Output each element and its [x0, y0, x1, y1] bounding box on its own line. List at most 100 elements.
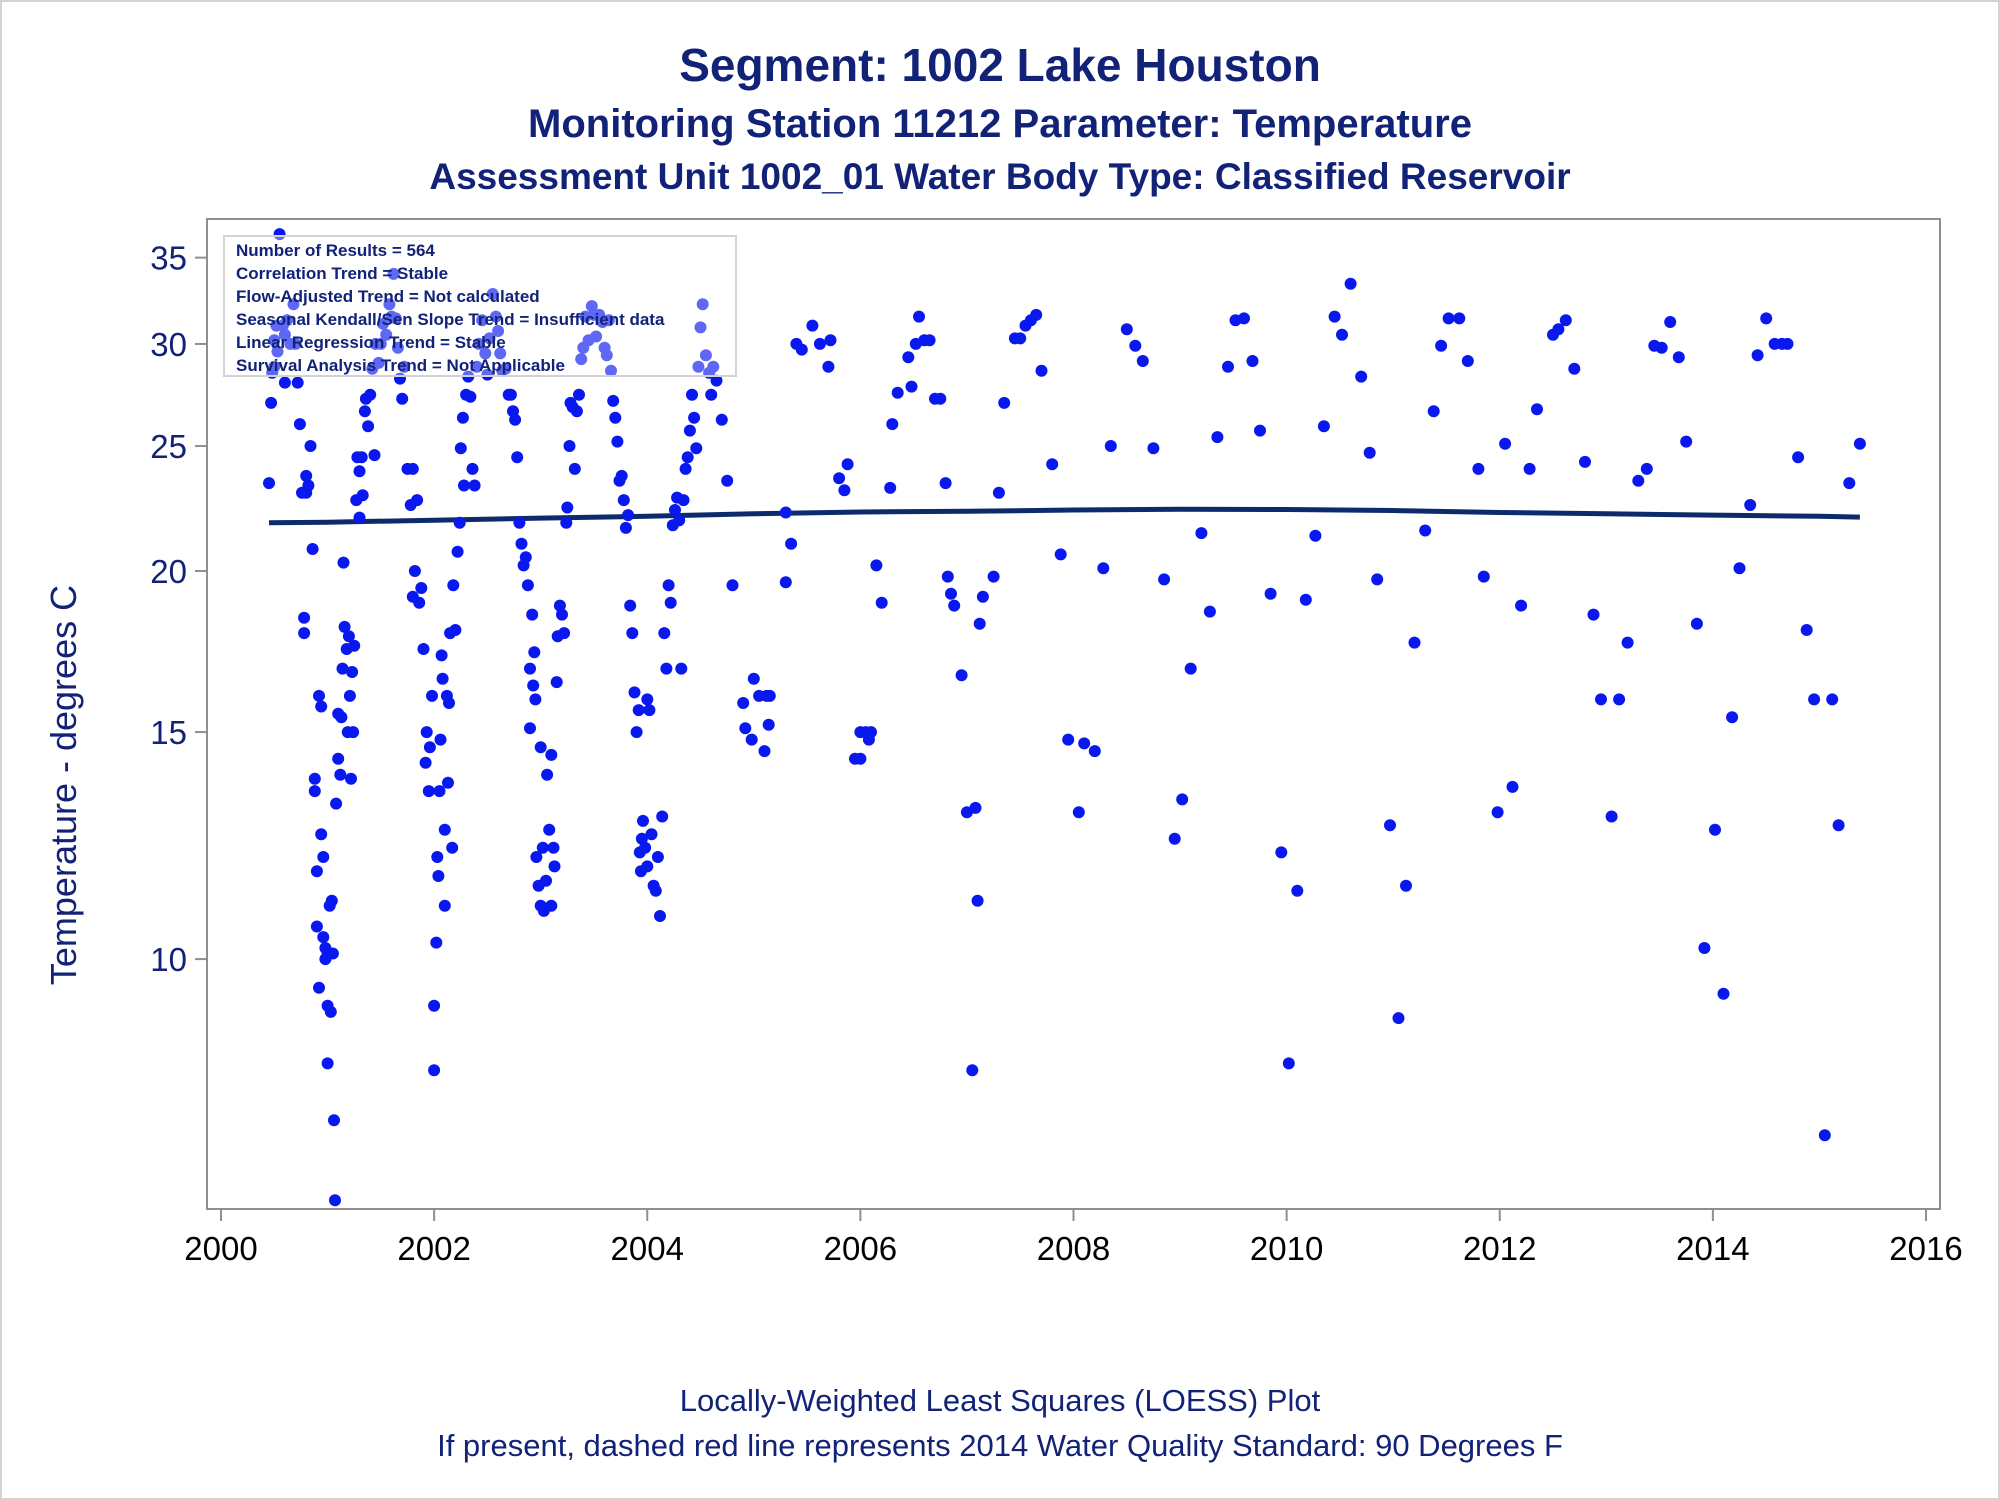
- data-point: [715, 413, 728, 426]
- data-point: [524, 722, 536, 735]
- data-point: [534, 741, 547, 754]
- data-point: [345, 772, 357, 785]
- data-point: [540, 874, 552, 887]
- data-point: [372, 356, 385, 369]
- data-point: [530, 851, 543, 863]
- data-point: [1632, 474, 1645, 487]
- data-point: [747, 672, 760, 685]
- data-point: [332, 752, 345, 765]
- data-point: [1664, 316, 1677, 328]
- data-point: [315, 700, 328, 713]
- data-point: [293, 418, 306, 431]
- data-point: [681, 451, 694, 464]
- data-point: [1336, 328, 1348, 341]
- data-point: [1826, 693, 1839, 706]
- data-point: [334, 768, 347, 781]
- x-tick-label: 2004: [611, 1230, 684, 1267]
- data-point: [1317, 420, 1330, 433]
- data-point: [1832, 819, 1845, 832]
- data-point: [468, 479, 481, 492]
- scatter-points: [263, 228, 1866, 1207]
- data-point: [1640, 462, 1653, 475]
- data-point: [1078, 737, 1091, 750]
- data-point: [1211, 431, 1224, 444]
- data-point: [337, 556, 350, 569]
- data-point: [271, 345, 284, 358]
- data-point: [278, 376, 291, 389]
- data-point: [637, 814, 649, 827]
- data-point: [683, 424, 696, 437]
- data-point: [923, 334, 936, 347]
- chart-subtitle-station: Monitoring Station 11212 Parameter: Temp…: [528, 102, 1472, 146]
- data-point: [875, 596, 888, 609]
- data-point: [431, 851, 444, 863]
- data-point: [1680, 435, 1693, 448]
- data-point: [1605, 810, 1618, 823]
- data-point: [1246, 355, 1259, 367]
- data-point: [1531, 403, 1543, 416]
- data-point: [398, 360, 411, 373]
- data-point: [998, 396, 1011, 409]
- data-point: [1275, 846, 1288, 859]
- data-point: [726, 579, 739, 592]
- data-point: [1264, 587, 1277, 600]
- data-point: [635, 832, 648, 845]
- data-point: [971, 894, 984, 907]
- data-point: [1291, 884, 1304, 897]
- data-point: [526, 608, 539, 621]
- data-point: [905, 380, 918, 393]
- data-point: [865, 726, 877, 739]
- data-point: [433, 785, 446, 798]
- data-point: [607, 394, 620, 407]
- x-tick-label: 2010: [1250, 1230, 1323, 1267]
- data-point: [1129, 339, 1142, 352]
- data-point: [304, 440, 317, 452]
- data-point: [660, 662, 673, 675]
- data-point: [1491, 806, 1504, 819]
- data-point: [1072, 806, 1085, 819]
- data-point: [456, 411, 469, 424]
- data-point: [411, 494, 424, 507]
- data-point: [343, 689, 356, 702]
- y-axis: 10 15 20 25 30 35: [150, 240, 207, 978]
- x-tick-label: 2002: [397, 1230, 470, 1267]
- data-point: [348, 639, 361, 652]
- data-point: [556, 608, 568, 621]
- data-point: [1559, 314, 1572, 327]
- data-point: [1104, 440, 1117, 452]
- data-point: [838, 484, 851, 497]
- y-tick-label: 30: [150, 326, 187, 363]
- data-point: [330, 797, 343, 810]
- data-point: [1344, 277, 1357, 290]
- data-point: [939, 477, 952, 490]
- data-point: [973, 617, 986, 630]
- data-point: [317, 851, 330, 863]
- data-point: [619, 521, 632, 534]
- data-point: [1120, 323, 1133, 336]
- data-point: [543, 823, 556, 836]
- data-point: [941, 570, 954, 583]
- data-point: [472, 337, 485, 350]
- data-point: [1054, 548, 1067, 561]
- data-point: [515, 537, 528, 550]
- chart-title: Segment: 1002 Lake Houston: [679, 39, 1321, 91]
- data-point: [1726, 711, 1739, 724]
- data-point: [1238, 312, 1250, 325]
- data-point: [891, 386, 904, 399]
- data-point: [617, 494, 630, 507]
- data-point: [1408, 636, 1421, 649]
- data-point: [1690, 617, 1703, 630]
- data-point: [854, 752, 867, 765]
- data-point: [643, 704, 656, 717]
- data-point: [558, 627, 571, 640]
- stats-line-seasonal-kendall: Seasonal Kendall/Sen Slope Trend = Insuf…: [236, 310, 665, 329]
- data-point: [1499, 437, 1512, 450]
- data-point: [447, 579, 460, 592]
- data-point: [662, 579, 675, 592]
- data-point: [342, 630, 355, 643]
- data-point: [955, 669, 968, 682]
- data-point: [308, 772, 321, 785]
- data-point: [353, 511, 366, 524]
- data-point: [451, 545, 464, 558]
